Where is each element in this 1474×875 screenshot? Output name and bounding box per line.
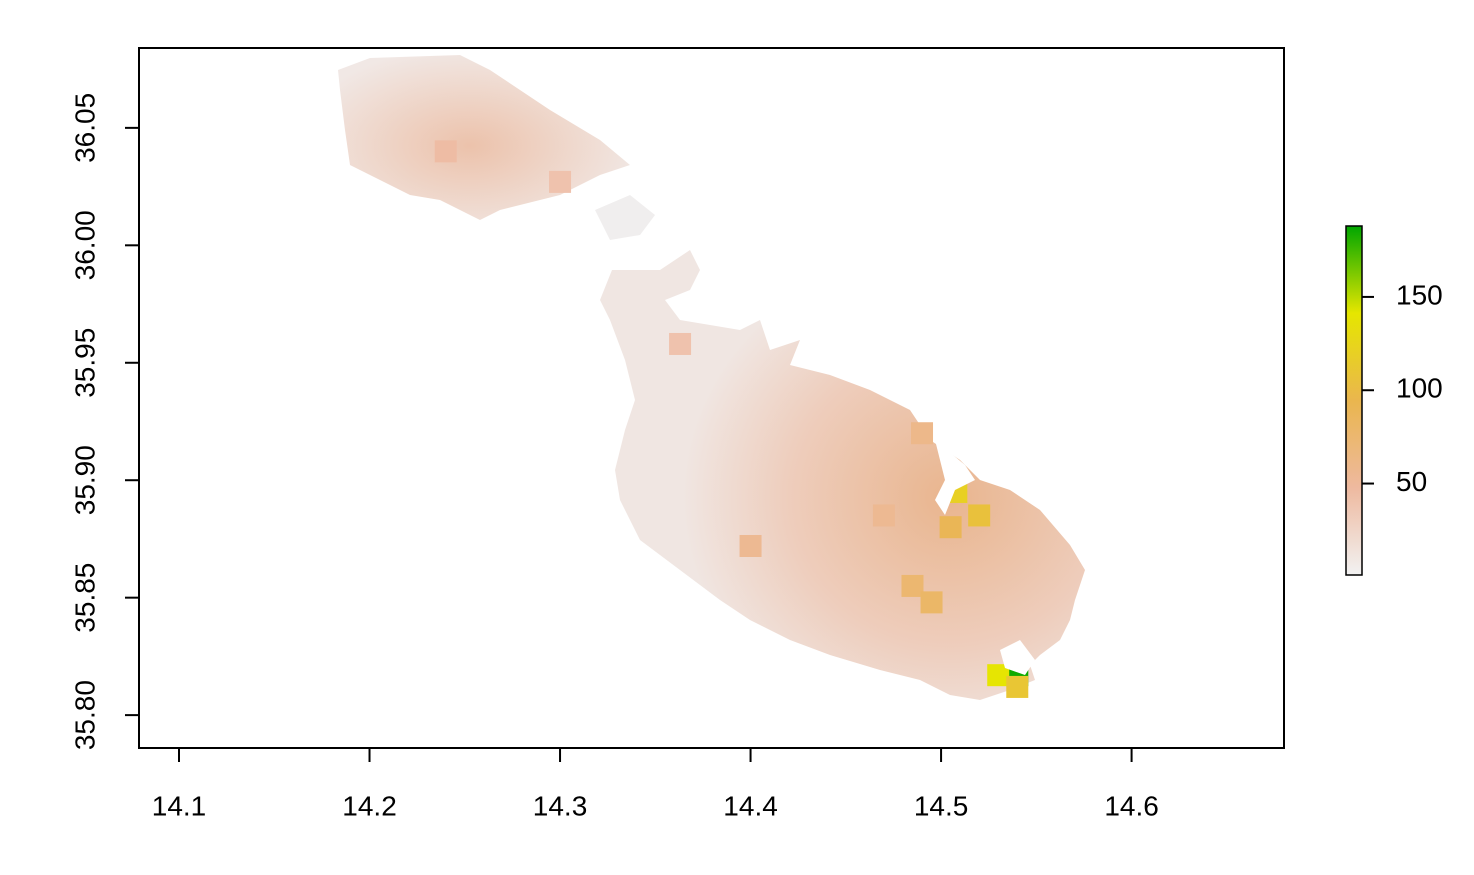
gozo [338, 55, 630, 220]
plot-frame [138, 47, 1285, 749]
y-tick-label: 36.00 [69, 210, 100, 280]
colorbar-tick-label: 150 [1396, 279, 1443, 310]
y-tick-label: 36.05 [69, 93, 100, 163]
raster-cell [968, 504, 991, 527]
cells [434, 140, 1029, 698]
malta [600, 250, 1085, 700]
comino [595, 195, 655, 240]
raster-cell [901, 574, 924, 597]
colorbar [1345, 225, 1363, 576]
colorbar-tick-label: 100 [1396, 373, 1443, 404]
raster-cell [1006, 675, 1029, 698]
raster-cell [549, 170, 572, 193]
raster-cell [987, 664, 1010, 687]
x-tick-label: 14.3 [533, 790, 588, 821]
y-tick-label: 35.95 [69, 328, 100, 398]
x-tick-label: 14.6 [1104, 790, 1159, 821]
x-tick-label: 14.5 [914, 790, 969, 821]
raster-cell [939, 516, 962, 539]
harbour [935, 440, 975, 515]
x-tick-label: 14.2 [342, 790, 397, 821]
raster-cell [434, 140, 457, 163]
raster-cell [669, 332, 692, 355]
raster-cell [920, 591, 943, 614]
y-tick-label: 35.90 [69, 445, 100, 515]
colorbar-tick-label: 50 [1396, 466, 1427, 497]
x-tick-label: 14.4 [723, 790, 778, 821]
raster-cell [911, 422, 934, 445]
harbours [935, 440, 1035, 675]
raster-cell [872, 504, 895, 527]
y-tick-label: 35.80 [69, 680, 100, 750]
harbour [1000, 640, 1035, 675]
raster-cell [739, 534, 762, 557]
y-tick-label: 35.85 [69, 563, 100, 633]
x-tick-label: 14.1 [152, 790, 207, 821]
